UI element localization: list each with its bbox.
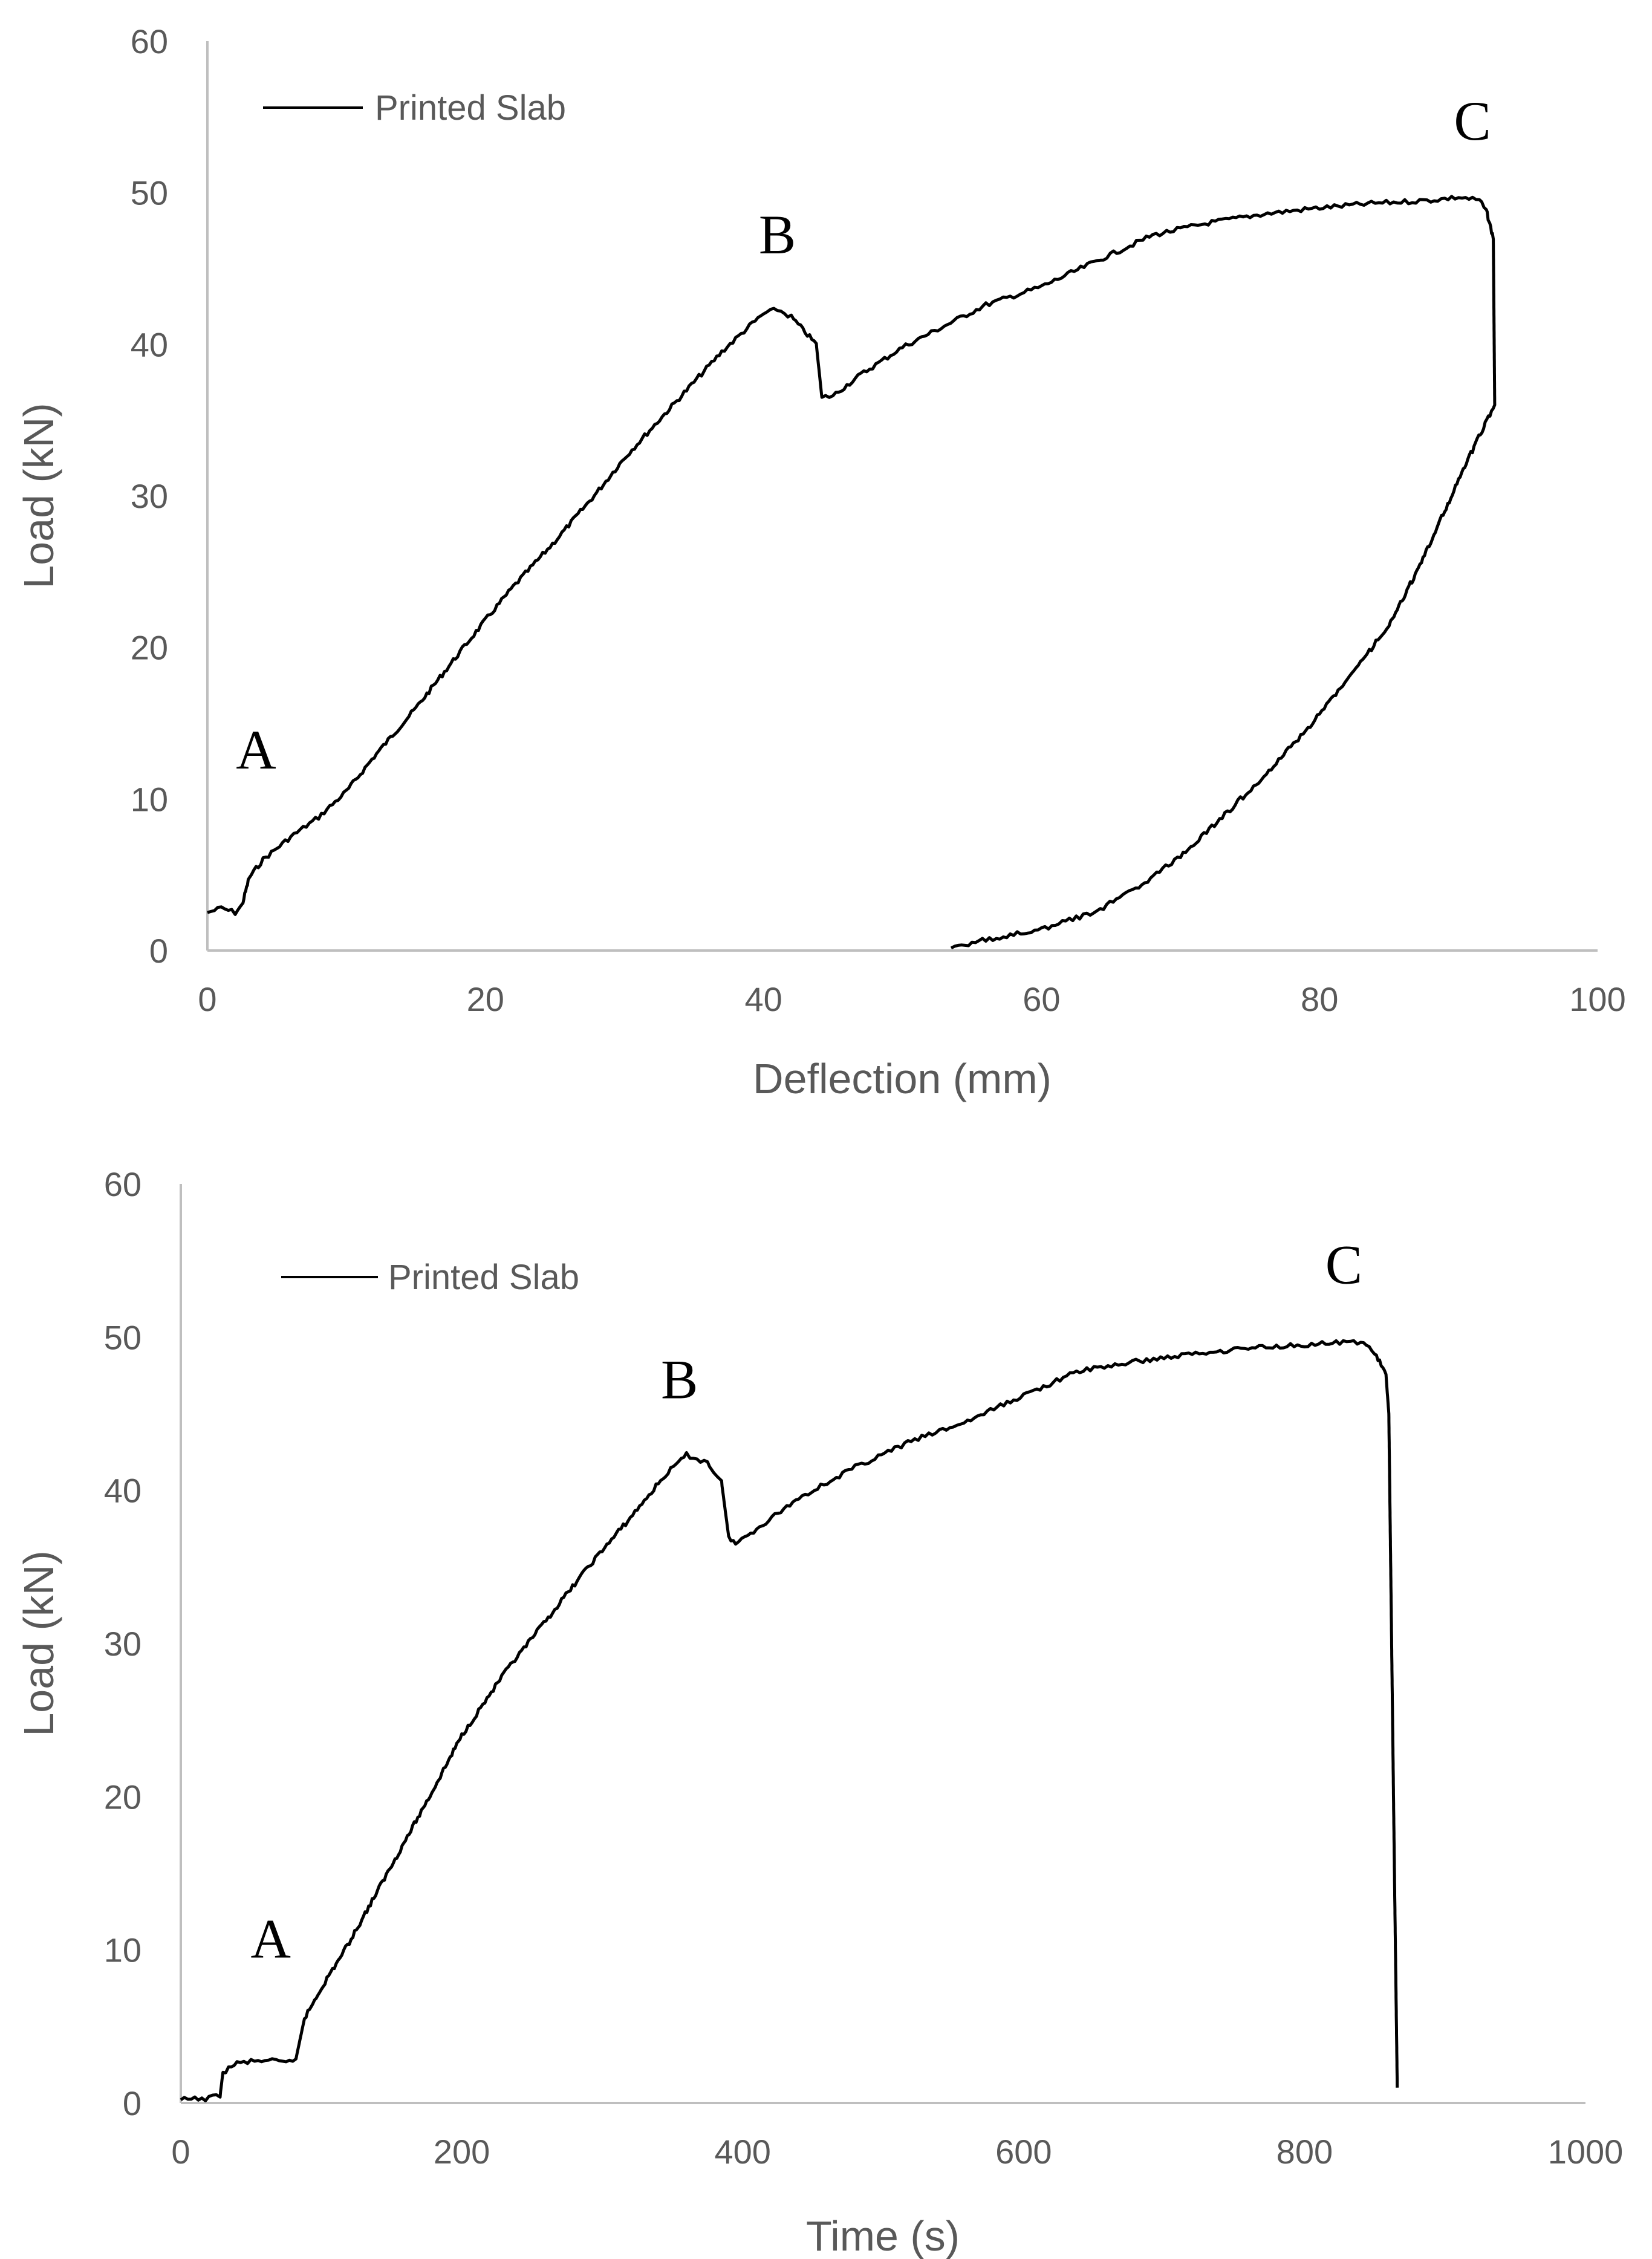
y-tick-labels: 0 10 20 30 40 50 60 [104, 1165, 141, 2122]
y-tick-label: 0 [149, 932, 168, 970]
y-tick-label: 20 [131, 629, 168, 667]
point-label-b: B [661, 1349, 698, 1411]
x-tick-label: 60 [1023, 980, 1060, 1018]
point-label-c: C [1454, 90, 1491, 152]
point-label-b: B [759, 204, 796, 265]
y-tick-label: 10 [104, 1931, 141, 1969]
y-tick-label: 40 [104, 1472, 141, 1510]
x-tick-label: 0 [198, 980, 216, 1018]
y-tick-label: 30 [104, 1625, 141, 1663]
y-axis-title: Load (kN) [15, 1550, 62, 1736]
series-container [180, 1339, 1399, 2102]
load-deflection-chart: 0 10 20 30 40 50 60 0 20 40 60 80 100 Deflection (m… [15, 22, 1626, 1102]
point-label-a: A [236, 719, 276, 781]
y-tick-label: 50 [131, 174, 168, 212]
point-annotations: A B C [236, 90, 1491, 781]
x-axis-title: Deflection (mm) [753, 1055, 1052, 1102]
y-tick-label: 40 [131, 325, 168, 363]
point-label-c: C [1325, 1234, 1362, 1296]
y-tick-label: 60 [131, 22, 168, 60]
legend: Printed Slab [281, 1258, 579, 1297]
y-tick-labels: 0 10 20 30 40 50 60 [131, 22, 168, 970]
x-axis-title: Time (s) [806, 2212, 960, 2259]
y-tick-label: 60 [104, 1165, 141, 1203]
x-tick-labels: 0 20 40 60 80 100 [198, 980, 1625, 1018]
x-tick-label: 800 [1276, 2133, 1333, 2171]
x-tick-label: 600 [995, 2133, 1052, 2171]
point-label-a: A [250, 1908, 290, 1969]
series-line-printed-slab [180, 1339, 1399, 2102]
y-tick-label: 30 [131, 477, 168, 515]
legend: Printed Slab [263, 88, 566, 128]
y-tick-label: 10 [131, 780, 168, 818]
x-tick-label: 400 [714, 2133, 770, 2171]
x-tick-label: 0 [171, 2133, 190, 2171]
x-tick-label: 100 [1569, 980, 1625, 1018]
y-axis-title: Load (kN) [15, 403, 62, 588]
x-tick-label: 200 [434, 2133, 490, 2171]
series-line-printed-slab [207, 195, 1497, 950]
x-tick-label: 80 [1301, 980, 1338, 1018]
y-tick-label: 0 [123, 2084, 141, 2122]
x-tick-label: 20 [467, 980, 504, 1018]
legend-label: Printed Slab [375, 88, 566, 128]
x-tick-label: 1000 [1548, 2133, 1624, 2171]
load-time-chart: 0 10 20 30 40 50 60 0 200 400 600 800 1000 Time (s)… [15, 1165, 1623, 2259]
legend-label: Printed Slab [388, 1258, 579, 1297]
series-container [207, 195, 1497, 950]
y-tick-label: 50 [104, 1318, 141, 1356]
point-annotations: A B C [250, 1234, 1362, 1970]
x-tick-labels: 0 200 400 600 800 1000 [171, 2133, 1623, 2171]
y-tick-label: 20 [104, 1778, 141, 1816]
x-tick-label: 40 [744, 980, 782, 1018]
